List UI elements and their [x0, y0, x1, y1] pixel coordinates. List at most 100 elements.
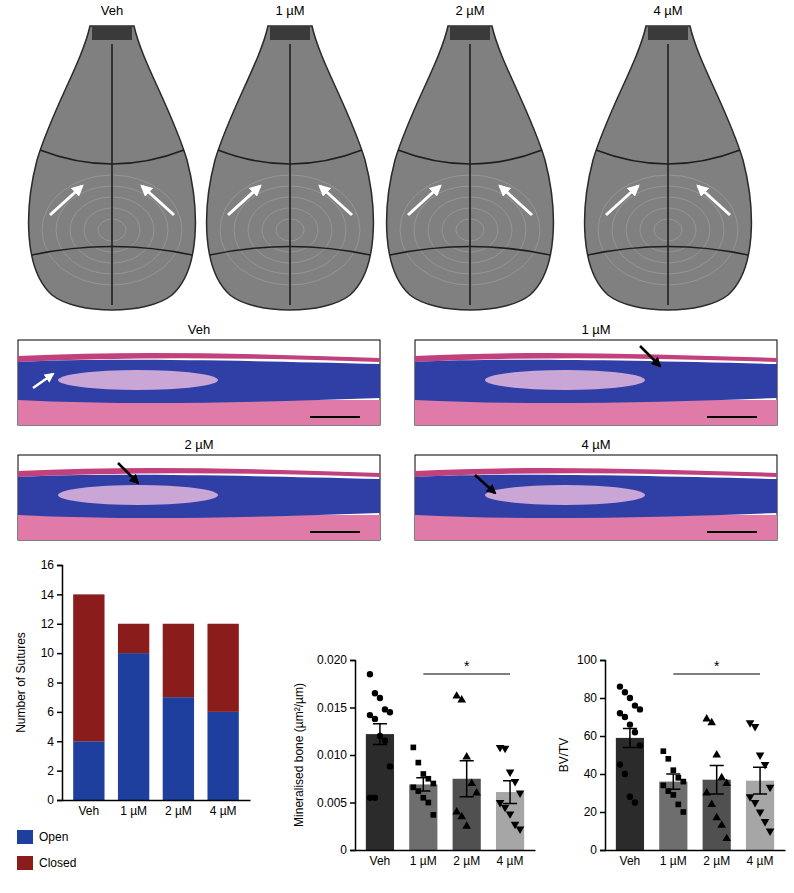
- data-point: [387, 709, 393, 715]
- bar: [118, 624, 149, 653]
- arrow: [228, 186, 260, 215]
- data-point: [617, 761, 623, 767]
- tick-label: 2 µM: [165, 804, 192, 818]
- data-point: [675, 775, 681, 781]
- tick: 0.010: [317, 748, 355, 762]
- plot-area: [73, 594, 239, 800]
- tick-label: 2 µM: [453, 854, 480, 868]
- tick-mark: [600, 850, 605, 852]
- tick-label: 0: [340, 843, 347, 857]
- tick-label: 8: [47, 676, 54, 690]
- data-point: [665, 788, 671, 794]
- arrow: [33, 374, 53, 388]
- y-axis: 0 0.005 0.010 0.015 0.020: [317, 653, 356, 857]
- error-bar: [666, 774, 680, 789]
- bone: [415, 475, 777, 518]
- x-axis: Veh1 µM2 µM4 µM: [606, 850, 786, 868]
- data-point: [766, 785, 775, 792]
- skull: [207, 26, 374, 310]
- tick: 8: [47, 676, 62, 690]
- tick-mark: [57, 594, 62, 596]
- image-label: Veh: [101, 3, 123, 18]
- data-point: [372, 690, 378, 696]
- suture: [289, 44, 291, 305]
- suture: [111, 44, 113, 305]
- data-point: [511, 779, 520, 786]
- tick-label: 16: [41, 558, 55, 572]
- tick-label: 60: [584, 729, 598, 743]
- legend-label: Closed: [39, 856, 76, 870]
- tick-mark: [57, 800, 62, 802]
- histology-image: [415, 340, 777, 425]
- tick: 2 µM: [453, 850, 480, 868]
- data-point: [506, 811, 515, 818]
- axis-line: [350, 661, 356, 851]
- tick: 4: [47, 735, 62, 749]
- legend: OpenClosed: [17, 830, 76, 870]
- arrow: [698, 186, 730, 215]
- data-point: [501, 805, 510, 812]
- incisors: [450, 26, 490, 40]
- bone: [415, 360, 777, 403]
- bone: [18, 360, 380, 403]
- data-point: [680, 809, 686, 815]
- axis-line: [57, 566, 63, 801]
- suture: [390, 247, 550, 256]
- suture: [596, 150, 740, 164]
- tick-label: 4: [47, 735, 54, 749]
- tick-label: 80: [584, 691, 598, 705]
- tick: Veh: [370, 850, 391, 868]
- tick-mark: [600, 774, 605, 776]
- skull: [387, 26, 554, 310]
- data-point: [420, 771, 426, 777]
- image-label: 2 µM: [184, 437, 213, 452]
- data-point: [627, 695, 633, 701]
- tick-label: 1 µM: [660, 854, 687, 868]
- tick-label: 0.020: [317, 653, 347, 667]
- data-point: [637, 706, 643, 712]
- data-point: [722, 834, 731, 841]
- data-point: [756, 753, 765, 760]
- data-point: [707, 799, 716, 806]
- data-point: [462, 752, 471, 759]
- data-point: [637, 742, 643, 748]
- data-point: [457, 695, 466, 702]
- scale-bar: [707, 416, 757, 418]
- tick-label: 0.005: [317, 796, 347, 810]
- data-point: [756, 810, 765, 817]
- tick: 2 µM: [703, 850, 730, 868]
- tick-label: 0.015: [317, 701, 347, 715]
- image-frame: [415, 455, 777, 540]
- arrow: [606, 186, 638, 215]
- tick-label: Veh: [370, 854, 391, 868]
- data-point: [452, 807, 461, 814]
- scale-bar: [310, 531, 360, 533]
- data-point: [506, 770, 515, 777]
- data-point: [472, 788, 481, 795]
- data-point: [452, 691, 461, 698]
- data-point: [675, 802, 681, 808]
- bar: [73, 594, 104, 741]
- data-point: [415, 788, 421, 794]
- tick-mark: [600, 736, 605, 738]
- micro-ct-image: 1 µM: [207, 3, 374, 310]
- soft-tissue: [415, 400, 777, 425]
- data-point: [430, 781, 436, 787]
- data-point: [670, 767, 676, 773]
- tick: 4 µM: [497, 850, 524, 868]
- tick-mark: [57, 712, 62, 714]
- tick: 0.005: [317, 796, 355, 810]
- tick: 14: [41, 588, 62, 602]
- tick-mark: [600, 812, 605, 814]
- tick: 1 µM: [120, 800, 147, 818]
- tick-label: 4 µM: [210, 804, 237, 818]
- image-label: 1 µM: [275, 3, 304, 18]
- tick-mark: [350, 802, 355, 804]
- tick-mark: [57, 565, 62, 567]
- axis-title: BV/TV: [557, 738, 571, 773]
- legend-swatch: [17, 856, 33, 870]
- data-point: [751, 724, 760, 731]
- arrow: [118, 463, 138, 483]
- image-frame: [415, 340, 777, 425]
- bar: [73, 741, 104, 800]
